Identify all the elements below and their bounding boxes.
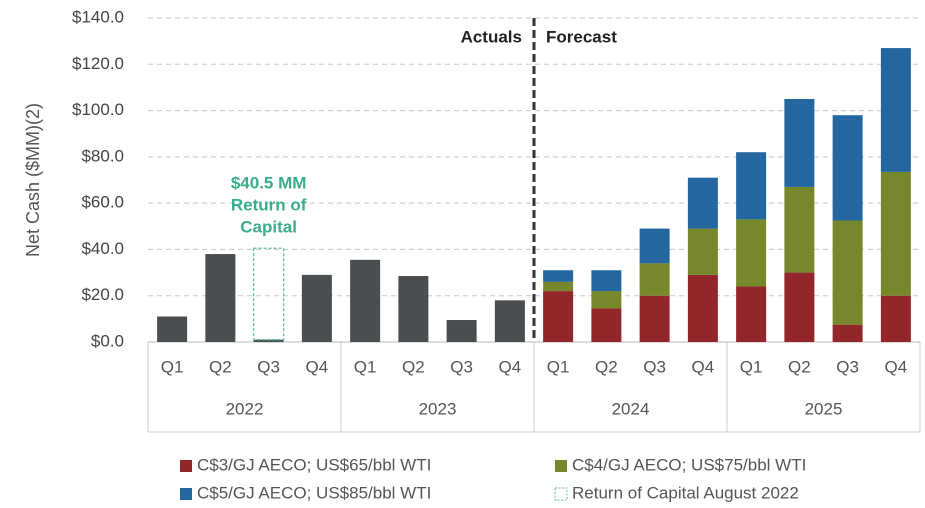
bar: [253, 339, 284, 342]
y-tick-label: $40.0: [81, 239, 124, 258]
legend-label: Return of Capital August 2022: [572, 483, 799, 502]
bar: [157, 316, 188, 342]
annotation: Capital: [240, 217, 297, 236]
bar: [591, 270, 622, 292]
bar: [687, 177, 718, 229]
bar: [880, 171, 911, 296]
bar: [784, 272, 815, 342]
bar: [494, 300, 525, 342]
legend-label: C$4/GJ AECO; US$75/bbl WTI: [572, 455, 806, 474]
x-group-label: 2024: [612, 399, 650, 418]
bar: [591, 291, 622, 309]
y-axis-label: Net Cash ($MM)(2): [23, 103, 43, 257]
bar: [736, 286, 767, 342]
annotation: $40.5 MM: [231, 173, 307, 192]
bar: [832, 220, 863, 325]
bar: [687, 274, 718, 342]
y-tick-label: $100.0: [72, 100, 124, 119]
divider-label: Actuals: [461, 27, 522, 46]
divider-label: Forecast: [546, 27, 617, 46]
x-tick-label: Q1: [740, 357, 763, 376]
x-tick-label: Q4: [692, 357, 715, 376]
bar: [832, 115, 863, 221]
bar: [639, 263, 670, 296]
y-tick-label: $60.0: [81, 193, 124, 212]
bar: [832, 324, 863, 342]
y-tick-label: $140.0: [72, 7, 124, 26]
x-tick-label: Q4: [885, 357, 908, 376]
x-group-label: 2022: [226, 399, 264, 418]
bar: [591, 308, 622, 342]
legend-label: C$3/GJ AECO; US$65/bbl WTI: [197, 455, 431, 474]
bar: [252, 247, 285, 341]
bar: [880, 48, 911, 172]
bar: [687, 228, 718, 275]
bar: [446, 320, 477, 342]
x-tick-label: Q1: [161, 357, 184, 376]
legend-swatch: [555, 460, 567, 472]
bar: [543, 270, 574, 282]
x-tick-label: Q3: [450, 357, 473, 376]
x-group-label: 2023: [419, 399, 457, 418]
bar: [301, 274, 332, 342]
bar: [880, 295, 911, 342]
x-tick-label: Q3: [836, 357, 859, 376]
y-tick-label: $20.0: [81, 285, 124, 304]
y-tick-label: $120.0: [72, 54, 124, 73]
x-tick-label: Q2: [209, 357, 232, 376]
bar: [350, 259, 381, 342]
bar: [639, 228, 670, 264]
y-tick-label: $80.0: [81, 146, 124, 165]
legend-swatch: [554, 487, 568, 501]
x-tick-label: Q3: [643, 357, 666, 376]
bar: [736, 152, 767, 220]
x-tick-label: Q4: [306, 357, 329, 376]
bar: [784, 99, 815, 187]
annotation: Return of: [231, 195, 307, 214]
y-tick-label: $0.0: [91, 331, 124, 350]
x-tick-label: Q3: [257, 357, 280, 376]
bar: [639, 295, 670, 342]
legend-swatch: [180, 488, 192, 500]
bar: [784, 186, 815, 273]
bar: [205, 254, 236, 342]
x-tick-label: Q1: [354, 357, 377, 376]
x-tick-label: Q2: [788, 357, 811, 376]
bar: [543, 291, 574, 342]
x-tick-label: Q2: [595, 357, 618, 376]
bar: [736, 219, 767, 287]
legend-swatch: [180, 460, 192, 472]
legend-label: C$5/GJ AECO; US$85/bbl WTI: [197, 483, 431, 502]
x-tick-label: Q4: [499, 357, 522, 376]
x-tick-label: Q1: [547, 357, 570, 376]
x-tick-label: Q2: [402, 357, 425, 376]
bar: [543, 281, 574, 292]
bar: [398, 276, 429, 342]
x-group-label: 2025: [805, 399, 843, 418]
